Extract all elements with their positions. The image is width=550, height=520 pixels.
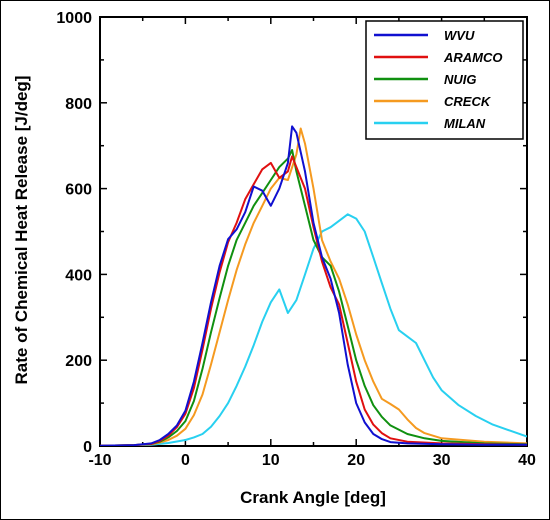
series-line-wvu <box>100 125 527 446</box>
legend-label-nuig: NUIG <box>444 72 477 87</box>
legend-label-milan: MILAN <box>444 116 486 131</box>
series-line-nuig <box>100 149 527 446</box>
legend-label-creck: CRECK <box>444 94 492 109</box>
x-tick-label: 20 <box>347 452 365 469</box>
y-axis-title: Rate of Chemical Heat Release [J/deg] <box>12 76 31 385</box>
legend-label-aramco: ARAMCO <box>443 50 503 65</box>
series-layer <box>100 125 527 446</box>
series-line-milan <box>100 213 527 446</box>
y-tick-label: 600 <box>65 182 92 199</box>
y-tick-label: 0 <box>83 439 92 456</box>
x-axis-title: Crank Angle [deg] <box>240 488 386 507</box>
y-tick-label: 800 <box>65 96 92 113</box>
y-tick-label: 1000 <box>56 10 92 27</box>
x-tick-label: -10 <box>88 452 111 469</box>
legend: WVU ARAMCO NUIG CRECK MILAN <box>365 20 524 140</box>
y-tick-label: 200 <box>65 353 92 370</box>
series-line-creck <box>100 127 527 446</box>
legend-label-wvu: WVU <box>444 28 475 43</box>
x-tick-label: 40 <box>518 452 536 469</box>
x-tick-label: 10 <box>262 452 280 469</box>
series-line-aramco <box>100 155 527 446</box>
x-tick-label: 0 <box>181 452 190 469</box>
x-tick-label: 30 <box>433 452 451 469</box>
y-tick-label: 400 <box>65 267 92 284</box>
